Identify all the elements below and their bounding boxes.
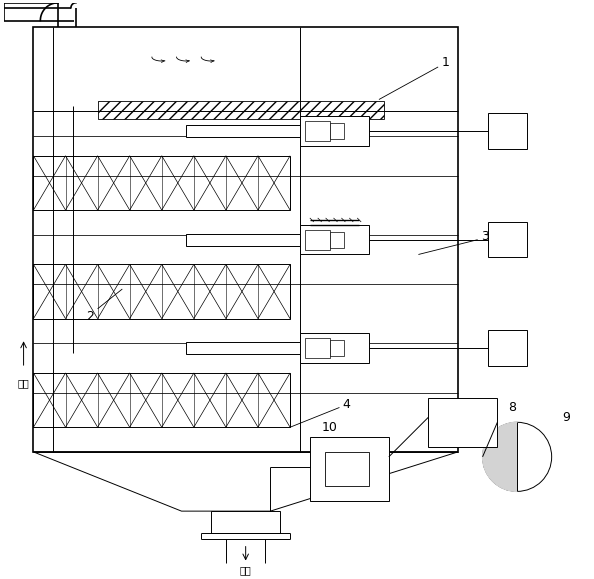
Bar [187, 234, 300, 245]
Text: 9: 9 [563, 411, 570, 424]
Bar [211, 511, 280, 533]
Bar [305, 121, 330, 141]
Bar [300, 225, 369, 255]
Text: 1: 1 [442, 56, 450, 68]
Bar [187, 125, 300, 137]
Bar [300, 116, 369, 146]
Text: 出气: 出气 [240, 565, 251, 576]
Bar [310, 437, 389, 501]
Bar [488, 331, 527, 366]
Bar [488, 113, 527, 149]
Text: 10: 10 [321, 421, 337, 434]
Text: 8: 8 [508, 401, 516, 414]
Text: 进气: 进气 [18, 378, 30, 388]
Bar [330, 123, 345, 139]
Bar [330, 340, 345, 356]
Bar [300, 334, 369, 363]
Text: 2: 2 [86, 310, 94, 323]
Bar [305, 338, 330, 358]
Bar [33, 265, 290, 318]
Bar [330, 232, 345, 248]
Bar [97, 101, 384, 119]
Bar [428, 398, 497, 447]
Bar [325, 452, 369, 486]
Bar [33, 27, 458, 452]
Bar [33, 373, 290, 427]
Bar [305, 230, 330, 250]
Bar [488, 222, 527, 258]
Text: 4: 4 [342, 398, 350, 411]
Polygon shape [482, 422, 517, 492]
Bar [187, 342, 300, 354]
Text: 3: 3 [481, 230, 488, 243]
Bar [33, 156, 290, 210]
